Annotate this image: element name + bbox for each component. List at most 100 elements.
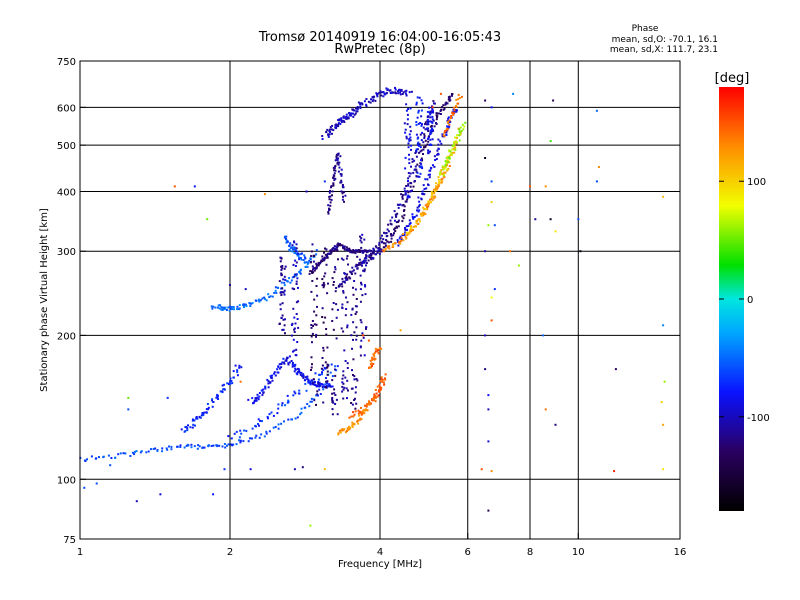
echo-point	[396, 212, 399, 215]
echo-point	[337, 258, 339, 261]
echo-point	[359, 300, 362, 303]
echo-point	[384, 378, 387, 381]
echo-point	[282, 357, 285, 360]
echo-point	[274, 374, 277, 377]
echo-point	[384, 232, 387, 235]
echo-point	[269, 295, 272, 298]
echo-point	[339, 283, 342, 286]
echo-point	[380, 378, 383, 381]
echo-point	[405, 137, 408, 140]
echo-point	[216, 445, 219, 448]
echo-point	[360, 249, 363, 252]
echo-point	[662, 324, 665, 327]
echo-point	[447, 160, 450, 162]
echo-point	[404, 128, 407, 131]
echo-point	[448, 161, 451, 164]
echo-point	[418, 143, 421, 146]
echo-point	[230, 437, 233, 440]
x-tick-label: 1	[77, 547, 83, 558]
echo-point	[409, 222, 412, 224]
echo-point	[218, 304, 221, 307]
echo-point	[552, 99, 555, 102]
echo-point	[274, 426, 277, 428]
echo-point	[236, 305, 239, 308]
echo-point	[255, 434, 258, 437]
echo-point	[446, 120, 449, 123]
echo-point	[316, 277, 319, 280]
echo-point	[280, 422, 283, 425]
echo-point	[274, 286, 277, 289]
echo-point	[328, 385, 331, 388]
echo-point	[279, 260, 282, 263]
echo-point	[423, 137, 426, 139]
stats-x-line: mean, sd,X: 111.7, 23.1	[610, 45, 718, 55]
echo-point	[554, 423, 557, 426]
echo-point	[357, 101, 360, 104]
echo-point	[342, 382, 345, 385]
echo-point	[348, 416, 351, 419]
echo-point	[419, 220, 421, 223]
echo-point	[448, 154, 451, 157]
echo-point	[286, 357, 289, 359]
echo-point	[329, 201, 332, 204]
echo-point	[324, 316, 327, 319]
echo-point	[202, 414, 205, 417]
echo-point	[423, 212, 426, 214]
echo-point	[397, 92, 400, 95]
echo-point	[420, 162, 423, 165]
echo-point	[443, 107, 446, 110]
echo-point	[378, 248, 381, 251]
echo-point	[341, 377, 344, 380]
echo-point	[335, 153, 338, 156]
echo-point	[277, 427, 280, 430]
echo-point	[336, 244, 339, 247]
echo-point	[207, 406, 210, 409]
echo-point	[212, 401, 215, 403]
echo-point	[295, 348, 298, 351]
echo-point	[389, 89, 392, 92]
echo-point	[355, 402, 358, 405]
echo-point	[376, 95, 379, 98]
echo-point	[344, 117, 347, 119]
echo-point	[341, 192, 344, 195]
echo-point	[296, 373, 299, 376]
echo-point	[416, 206, 419, 209]
echo-point	[415, 133, 418, 136]
echo-point	[356, 379, 359, 382]
echo-point	[431, 199, 434, 202]
echo-point	[443, 175, 446, 178]
echo-point	[346, 255, 349, 258]
echo-point	[268, 430, 271, 433]
echo-point	[390, 240, 393, 243]
echo-point	[380, 91, 383, 94]
echo-point	[333, 179, 336, 182]
echo-point	[339, 155, 342, 158]
echo-point	[379, 91, 382, 94]
echo-point	[330, 186, 332, 189]
echo-point	[287, 418, 290, 421]
echo-point	[328, 133, 331, 136]
echo-point	[404, 167, 407, 170]
echo-point	[374, 400, 377, 403]
echo-point	[273, 291, 276, 294]
echo-point	[356, 106, 359, 108]
echo-point	[245, 303, 247, 306]
echo-point	[307, 380, 310, 383]
echo-point	[385, 87, 388, 90]
echo-point	[340, 283, 343, 285]
echo-point	[291, 250, 294, 253]
echo-point	[407, 146, 410, 149]
echo-point	[460, 95, 463, 98]
echo-point	[342, 290, 345, 292]
echo-point	[359, 105, 362, 108]
echo-point	[395, 215, 398, 218]
echo-point	[382, 381, 385, 384]
echo-point	[327, 212, 330, 215]
echo-point	[192, 423, 195, 426]
echo-point	[414, 152, 417, 154]
echo-point	[342, 397, 345, 400]
echo-point	[417, 210, 420, 213]
echo-point	[365, 264, 367, 267]
echo-point	[292, 394, 295, 397]
echo-point	[183, 446, 186, 449]
